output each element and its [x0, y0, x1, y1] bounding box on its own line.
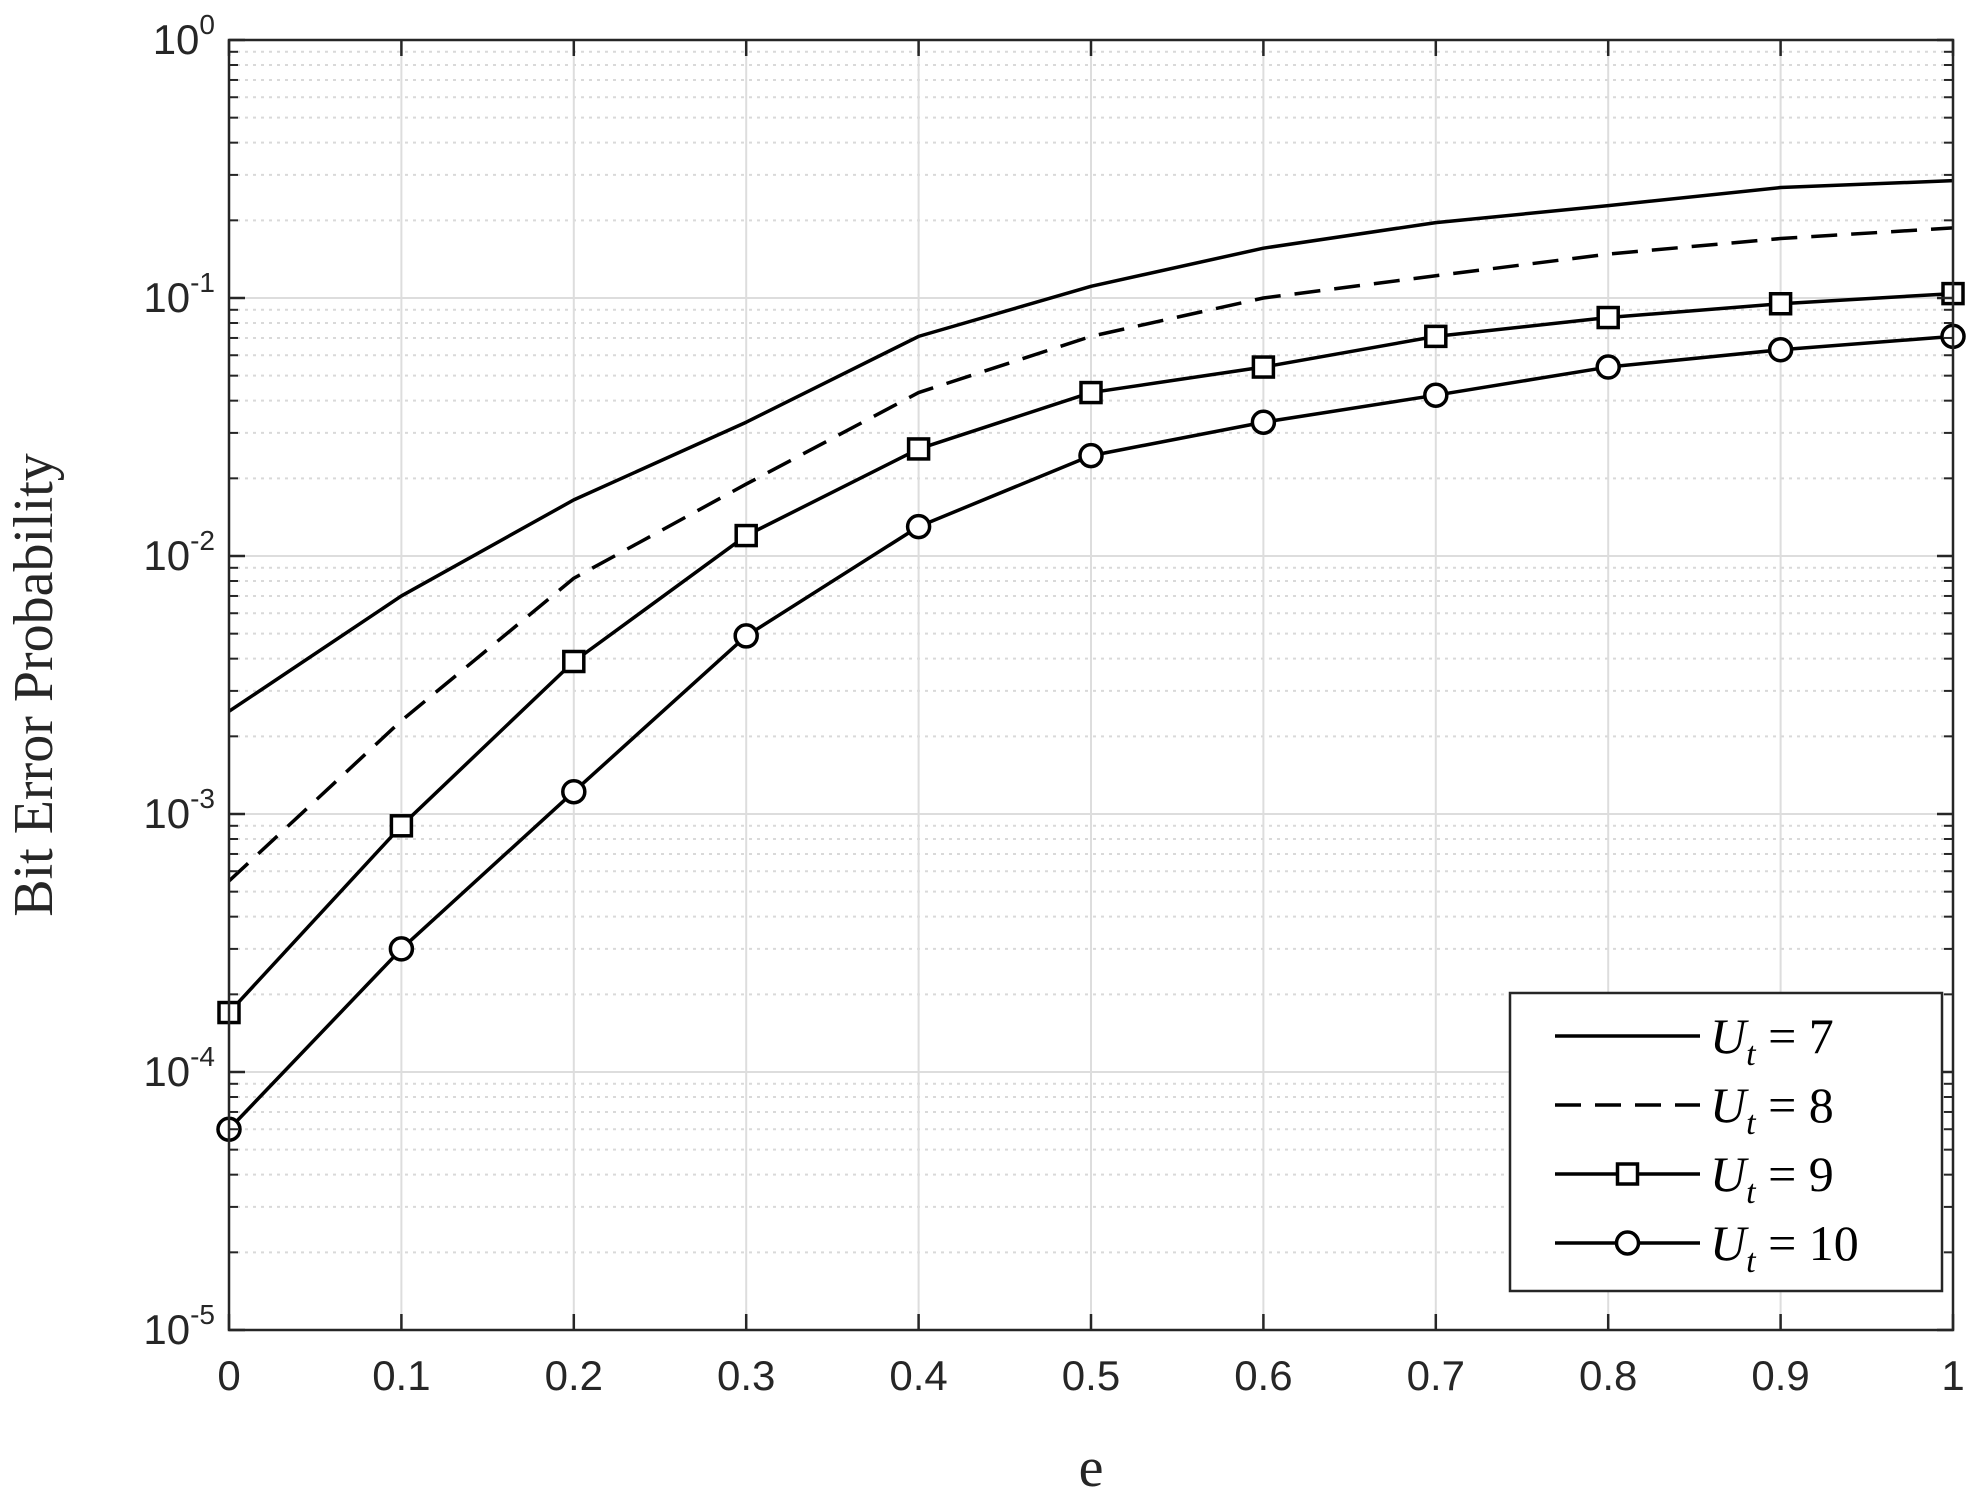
x-tick-label: 1 [1941, 1352, 1964, 1399]
data-point [1423, 382, 1449, 408]
y-tick-base: 10 [143, 790, 190, 837]
x-tick-label: 0.9 [1751, 1352, 1809, 1399]
y-tick-base: 10 [143, 532, 190, 579]
legend-value: = 7 [1756, 1008, 1834, 1064]
legend-symbol: U [1710, 1008, 1749, 1064]
y-tick-base: 10 [143, 1306, 190, 1353]
data-point [388, 936, 415, 962]
series-2 [227, 226, 1954, 883]
data-point [906, 437, 931, 461]
y-tick-label: 10-5 [143, 1299, 215, 1353]
legend-symbol: U [1710, 1077, 1749, 1133]
data-point [1250, 409, 1277, 435]
y-tick-base: 10 [143, 1048, 190, 1095]
legend-entry-4: Ut = 10 [1555, 1215, 1859, 1280]
y-tick-exponent: -1 [190, 267, 215, 298]
y-tick-exponent: 0 [199, 9, 215, 40]
series-4 [216, 323, 1966, 1142]
y-tick-label: 10-1 [143, 267, 215, 321]
legend-marker [1614, 1230, 1641, 1256]
data-point [389, 814, 414, 838]
x-tick-label: 0.3 [717, 1352, 775, 1399]
data-point [733, 623, 759, 649]
series-3 [217, 281, 1965, 1025]
data-point [1251, 355, 1276, 379]
legend-entry-1: Ut = 7 [1555, 1008, 1834, 1073]
legend-subscript: t [1746, 1105, 1757, 1142]
x-tick-label: 0.2 [545, 1352, 603, 1399]
y-tick-exponent: -2 [190, 525, 215, 556]
legend-value: = 8 [1756, 1077, 1834, 1133]
y-tick-exponent: -4 [190, 1041, 215, 1072]
data-point [1079, 380, 1103, 405]
x-tick-label: 0 [217, 1352, 240, 1399]
y-tick-base: 10 [143, 274, 190, 321]
data-point [561, 778, 587, 805]
data-point [1595, 354, 1621, 380]
series-1 [228, 178, 1954, 713]
x-axis-label: e [1079, 1437, 1104, 1499]
y-tick-exponent: -3 [190, 783, 215, 814]
x-tick-label: 0.5 [1062, 1352, 1120, 1399]
data-point [905, 513, 932, 540]
legend-subscript: t [1746, 1036, 1757, 1073]
legend-entry-2: Ut = 8 [1555, 1077, 1834, 1142]
x-tick-label: 0.1 [372, 1352, 430, 1399]
legend-label: Ut = 10 [1710, 1215, 1859, 1280]
y-tick-label: 10-3 [143, 783, 215, 837]
axis-ticks [227, 38, 1955, 1332]
legend-symbol: U [1710, 1215, 1749, 1271]
legend-label: Ut = 7 [1710, 1008, 1834, 1073]
y-tick-label: 10-4 [143, 1041, 215, 1095]
y-tick-label: 10-2 [143, 525, 215, 579]
y-tick-exponent: -5 [190, 1299, 215, 1330]
data-point [1424, 324, 1448, 349]
data-point [1078, 442, 1104, 469]
data-point [734, 523, 758, 548]
data-point [1767, 337, 1794, 363]
legend-value: = 9 [1756, 1146, 1834, 1202]
series-line [227, 226, 1954, 883]
y-tick-base: 10 [153, 16, 200, 63]
y-axis-label: Bit Error Probability [3, 453, 65, 917]
y-tick-label: 100 [153, 9, 215, 63]
legend-marker [1615, 1162, 1640, 1186]
legend-value: = 10 [1756, 1215, 1859, 1271]
data-point [562, 649, 586, 674]
data-point [1768, 291, 1793, 316]
legend-entry-3: Ut = 9 [1555, 1146, 1834, 1211]
legend-label: Ut = 9 [1710, 1146, 1834, 1211]
legend-symbol: U [1710, 1146, 1749, 1202]
series-layer [216, 178, 1966, 1142]
legend-subscript: t [1746, 1243, 1757, 1280]
legend: Ut = 7Ut = 8Ut = 9Ut = 10 [1508, 991, 1944, 1293]
x-tick-label: 0.7 [1407, 1352, 1465, 1399]
data-point [1596, 305, 1620, 330]
x-tick-label: 0.8 [1579, 1352, 1637, 1399]
x-tick-label: 0.6 [1234, 1352, 1292, 1399]
legend-subscript: t [1746, 1174, 1757, 1211]
x-tick-labels: 0 0.1 0.2 0.3 0.4 0.5 0.6 0.7 0.8 0.9 1 [217, 1352, 1964, 1399]
x-tick-label: 0.4 [889, 1352, 947, 1399]
legend-label: Ut = 8 [1710, 1077, 1834, 1142]
series-line [228, 178, 1954, 713]
